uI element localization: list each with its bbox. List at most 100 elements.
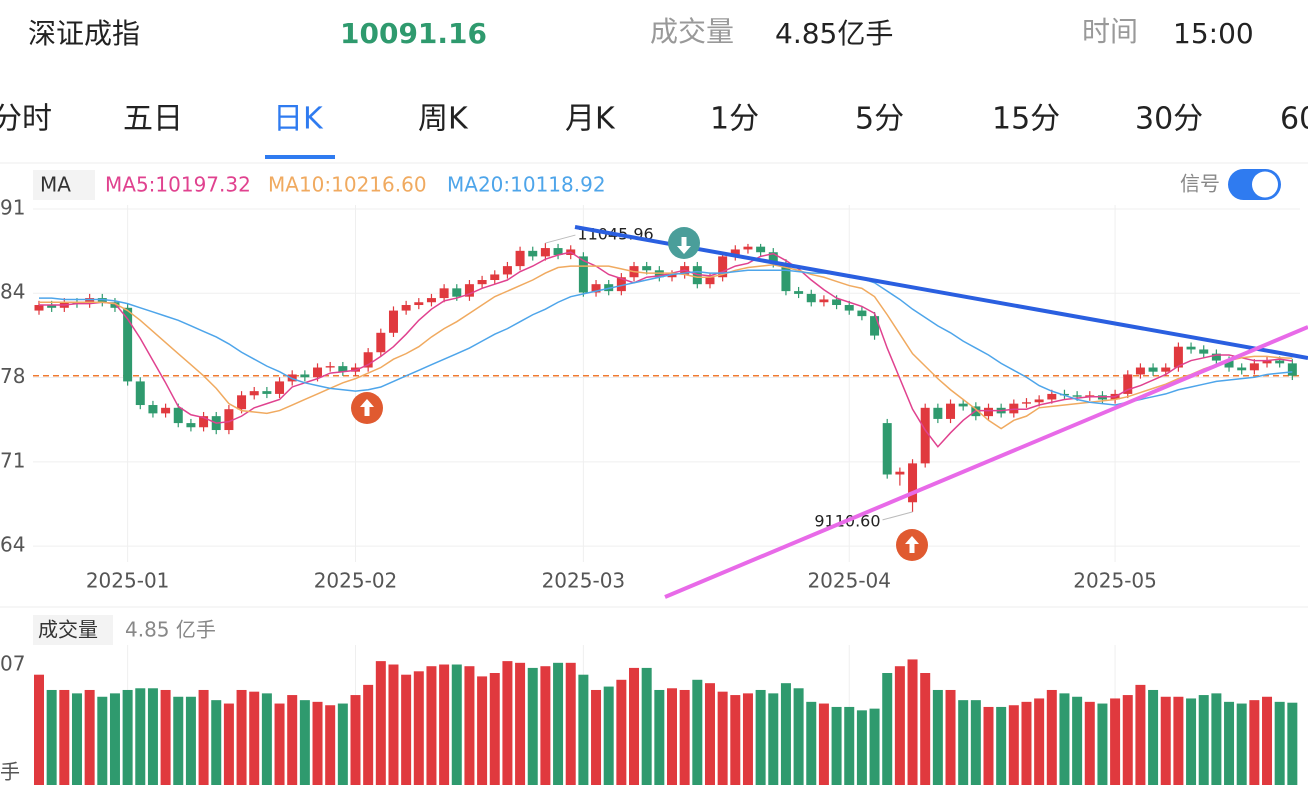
candle-body xyxy=(224,409,234,431)
candle-body xyxy=(401,305,411,311)
candle-body xyxy=(756,246,766,253)
volume-bar xyxy=(1249,700,1260,785)
volume-bar xyxy=(451,664,462,785)
tab[interactable]: 五日 xyxy=(123,102,183,137)
candle-body xyxy=(642,266,652,271)
max-leader xyxy=(545,234,576,244)
volume-bar xyxy=(211,700,222,785)
candle-body xyxy=(920,407,930,464)
volume-bar xyxy=(629,667,640,785)
volume-chart: 07 手 xyxy=(0,645,1298,785)
candle-body xyxy=(616,277,626,292)
candle-body xyxy=(161,407,171,414)
tab[interactable]: 5分 xyxy=(855,102,904,137)
candle-body xyxy=(832,299,842,306)
candle-body xyxy=(540,248,550,257)
candle-body xyxy=(502,266,512,275)
candle-body xyxy=(578,256,588,293)
candle-body xyxy=(870,316,880,336)
volume-bar xyxy=(553,662,564,785)
candle-body xyxy=(338,366,348,372)
volume-bar xyxy=(704,683,715,785)
candle-body xyxy=(1249,363,1259,371)
volume-bar xyxy=(109,693,120,785)
volume-bar xyxy=(375,661,386,785)
y-tick-label: 71 xyxy=(0,448,25,472)
volume-bar xyxy=(768,693,779,785)
buy-signal xyxy=(896,529,928,561)
volume-bar xyxy=(198,689,209,785)
volume-bar xyxy=(1198,695,1209,785)
volume-bar xyxy=(882,673,893,785)
volume-bar xyxy=(591,689,602,785)
volume-bar xyxy=(388,664,399,785)
volume-bar xyxy=(654,689,665,785)
volume-bar xyxy=(1287,702,1298,785)
candle-body xyxy=(958,403,968,407)
volume-label: 成交量 xyxy=(650,15,734,48)
volume-bar xyxy=(1034,698,1045,785)
candle-body xyxy=(414,302,424,306)
candle-body xyxy=(464,284,474,297)
volume-bar xyxy=(1110,698,1121,785)
candle-body xyxy=(984,407,993,417)
candle-body xyxy=(908,463,918,503)
price-chart: 91 84 78 71 64 2025-01 2025-02 2025-03 2025-04 20… xyxy=(0,196,1300,593)
volume-bar xyxy=(996,706,1007,785)
volume-bar xyxy=(1008,705,1019,785)
candle-body xyxy=(515,250,525,267)
tab[interactable]: 60 xyxy=(1280,102,1308,137)
volume-bar xyxy=(1046,689,1057,785)
volume-bar xyxy=(34,674,44,785)
volume-bar xyxy=(717,691,728,785)
candle-body xyxy=(1199,349,1209,354)
indicator-box[interactable] xyxy=(33,170,95,200)
tab[interactable]: 日K xyxy=(273,102,324,137)
x-tick-label: 2025-05 xyxy=(1073,569,1157,593)
candle-body xyxy=(249,391,259,396)
y-tick-label: 78 xyxy=(0,364,25,388)
volume-bar xyxy=(477,676,488,785)
candle-body xyxy=(806,293,816,303)
tab[interactable]: 15分 xyxy=(992,102,1060,137)
candle-body xyxy=(300,374,310,378)
volume-bar xyxy=(578,674,589,785)
candle-body xyxy=(718,256,728,278)
candle-body xyxy=(1034,399,1044,403)
candle-body xyxy=(135,381,145,406)
volume-bar xyxy=(1135,684,1146,785)
candle-body xyxy=(528,250,538,257)
legend-entry: MA20:10118.92 xyxy=(447,173,606,197)
tab[interactable]: 月K xyxy=(565,102,616,137)
signal-label: 信号 xyxy=(1180,172,1220,196)
volume-bar xyxy=(363,684,374,785)
volume-bar xyxy=(249,691,260,785)
candle-body xyxy=(1262,360,1272,364)
volume-bar xyxy=(147,688,158,785)
volume-bar xyxy=(679,689,690,785)
tab[interactable]: 1分 xyxy=(710,102,759,137)
tab[interactable]: 周K xyxy=(418,102,469,137)
volume-bar xyxy=(1173,696,1184,785)
volume-bar xyxy=(312,701,323,785)
tab[interactable]: 分时 xyxy=(0,102,52,137)
candle-body xyxy=(1275,360,1285,364)
candle-body xyxy=(376,332,386,353)
candle-body xyxy=(667,274,677,278)
volume-bar xyxy=(122,689,133,785)
tab-bar: 分时 五日 日K 周K 月K 1分 5分 15分 30分 60 xyxy=(0,102,1308,159)
candle-body xyxy=(1161,367,1171,372)
index-name: 深证成指 xyxy=(28,17,140,50)
volume-bar xyxy=(325,705,336,785)
candle-body xyxy=(452,288,462,297)
volume-bar xyxy=(71,693,82,785)
candle-body xyxy=(946,403,956,419)
volume-bar xyxy=(755,689,766,785)
volume-bar xyxy=(350,695,361,785)
volume-bar xyxy=(223,703,234,785)
volume-bar xyxy=(945,689,956,785)
volume-bar xyxy=(793,688,804,785)
tab[interactable]: 30分 xyxy=(1135,102,1203,137)
candle-body xyxy=(388,310,398,333)
